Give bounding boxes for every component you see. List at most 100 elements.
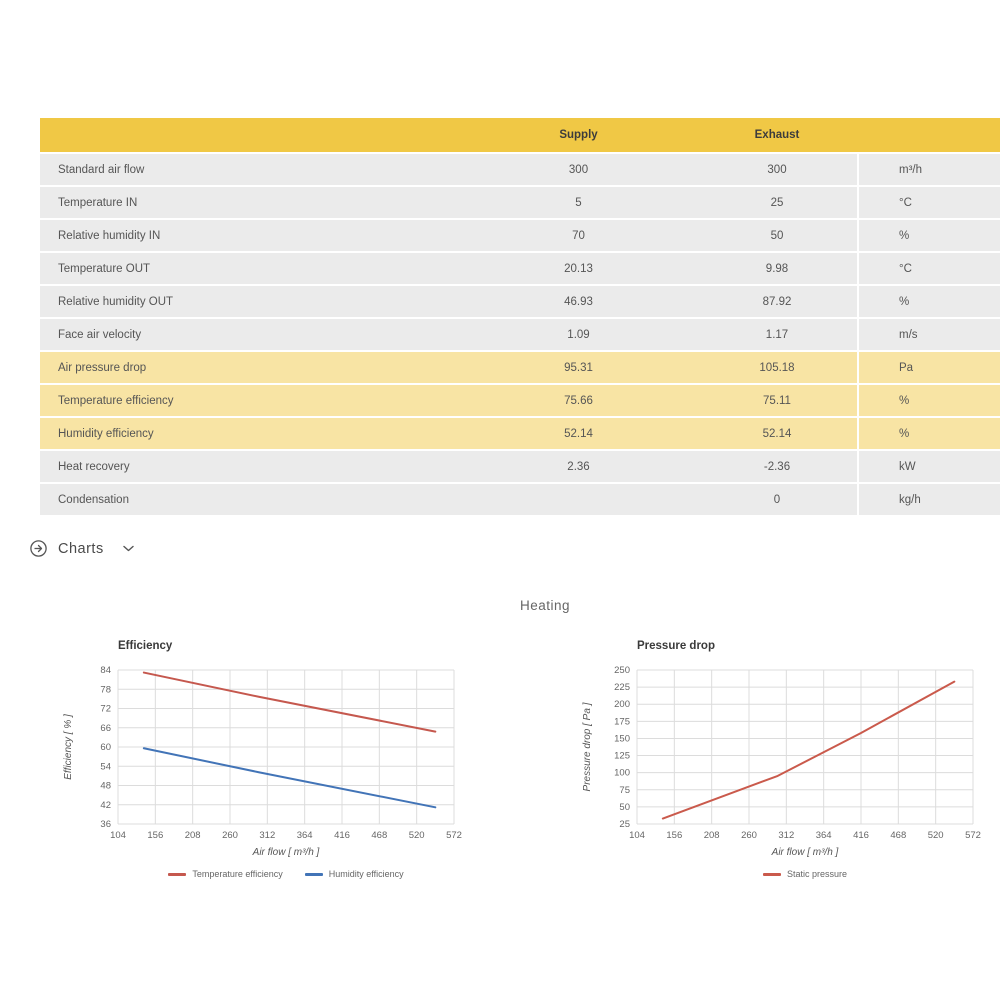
unit-value: %	[857, 220, 1000, 251]
svg-text:Efficiency [ % ]: Efficiency [ % ]	[63, 714, 74, 780]
svg-text:175: 175	[614, 716, 630, 727]
svg-text:364: 364	[297, 830, 313, 841]
svg-text:104: 104	[110, 830, 126, 841]
table-body: Standard air flow 300 300 m³/h Temperature I…	[40, 154, 1000, 515]
svg-text:48: 48	[100, 781, 111, 792]
row-label: Face air velocity	[58, 328, 142, 341]
svg-text:208: 208	[704, 830, 720, 841]
svg-text:54: 54	[100, 761, 111, 772]
chart-legend: Static pressure	[637, 869, 973, 879]
legend-line-swatch	[304, 872, 323, 876]
row-label: Relative humidity OUT	[58, 295, 174, 308]
chart-svg: 104 156 208 260 312 364 416 468 520 572 36 42 48 54 60…	[63, 665, 462, 858]
arrow-right-circle-icon	[30, 540, 47, 557]
svg-text:572: 572	[446, 830, 462, 841]
supply-value: 1.09	[567, 328, 590, 341]
exhaust-value: 105.18	[759, 361, 795, 374]
unit-value: %	[857, 418, 1000, 449]
table-row: Standard air flow 300 300 m³/h	[40, 154, 1000, 185]
svg-text:364: 364	[816, 830, 832, 841]
exhaust-value: 52.14	[762, 427, 792, 440]
table-row: Air pressure drop 95.31 105.18 Pa	[40, 352, 1000, 383]
table-row: Temperature OUT 20.13 9.98 °C	[40, 253, 1000, 284]
chart-title: Pressure drop	[637, 640, 715, 652]
svg-text:468: 468	[371, 830, 387, 841]
exhaust-value: 300	[767, 163, 787, 176]
row-label: Standard air flow	[58, 163, 145, 176]
unit-value: °C	[857, 187, 1000, 218]
svg-text:50: 50	[619, 802, 630, 813]
exhaust-value: 1.17	[765, 328, 789, 341]
chart-legend: Temperature efficiency Humidity efficienc…	[118, 869, 454, 879]
svg-text:150: 150	[614, 733, 630, 744]
supply-value: 20.13	[564, 262, 593, 275]
table-row: Heat recovery 2.36 -2.36 kW	[40, 451, 1000, 482]
supply-value: 46.93	[564, 295, 593, 308]
svg-text:66: 66	[100, 723, 111, 734]
svg-text:104: 104	[629, 830, 645, 841]
exhaust-value: 87.92	[762, 295, 792, 308]
svg-text:260: 260	[222, 830, 238, 841]
legend-label: Static pressure	[786, 869, 848, 879]
svg-text:25: 25	[619, 819, 630, 830]
pressure-drop-chart: Pressure drop 104 156 208 260 312 364 416 468 520…	[577, 640, 1000, 879]
supply-value: 5	[575, 196, 582, 209]
svg-text:Pressure drop [ Pa ]: Pressure drop [ Pa ]	[582, 702, 593, 791]
svg-text:72: 72	[100, 704, 111, 715]
table-row: Temperature IN 5 25 °C	[40, 187, 1000, 218]
legend-label: Humidity efficiency	[328, 869, 404, 879]
svg-text:78: 78	[100, 684, 111, 695]
svg-text:572: 572	[965, 830, 981, 841]
supply-value: 300	[568, 163, 589, 176]
exhaust-value: 75.11	[763, 394, 791, 407]
chevron-down-icon	[123, 545, 134, 552]
unit-value: %	[857, 385, 1000, 416]
legend-label: Temperature efficiency	[192, 869, 283, 879]
row-label: Humidity efficiency	[58, 427, 154, 440]
svg-text:520: 520	[928, 830, 944, 841]
svg-text:156: 156	[666, 830, 682, 841]
supply-value: 2.36	[567, 460, 590, 473]
unit-value: kg/h	[857, 484, 1000, 515]
svg-text:36: 36	[100, 819, 111, 830]
header-supply-column: Supply	[559, 129, 598, 141]
svg-text:260: 260	[741, 830, 757, 841]
svg-text:200: 200	[614, 699, 630, 710]
unit-value: kW	[857, 451, 1000, 482]
supply-value: 75.66	[564, 394, 593, 407]
legend-item: Temperature efficiency	[168, 869, 283, 879]
efficiency-chart: Efficiency 104 156 208 260 312 364 416 468 520 572…	[58, 640, 498, 879]
svg-text:Air flow [ m³/h ]: Air flow [ m³/h ]	[252, 847, 320, 858]
unit-value: Pa	[857, 352, 1000, 383]
row-label: Condensation	[58, 493, 129, 506]
table-row: Relative humidity OUT 46.93 87.92%	[40, 286, 1000, 317]
legend-item: Humidity efficiency	[304, 869, 404, 879]
charts-section-toggle[interactable]: Charts	[30, 540, 134, 557]
svg-text:75: 75	[619, 785, 630, 796]
svg-text:84: 84	[100, 665, 111, 676]
svg-text:100: 100	[614, 768, 630, 779]
row-label: Relative humidity IN	[58, 229, 161, 242]
svg-text:312: 312	[778, 830, 794, 841]
table-row: Condensation 0 kg/h	[40, 484, 1000, 515]
heating-title: Heating	[519, 598, 571, 613]
chart-title: Efficiency	[118, 640, 173, 652]
charts-section-label: Charts	[58, 540, 104, 557]
exhaust-value: 9.98	[765, 262, 789, 275]
svg-text:42: 42	[100, 800, 111, 811]
unit-value: m/s	[857, 319, 1000, 350]
exhaust-value: 50	[770, 229, 784, 242]
table-row: Relative humidity IN 70 50%	[40, 220, 1000, 251]
table-header-row: Supply Exhaust	[40, 118, 1000, 152]
unit-value: m³/h	[857, 154, 1000, 185]
legend-item: Static pressure	[762, 869, 848, 879]
table-row: Humidity efficiency 52.14 52.14%	[40, 418, 1000, 449]
supply-value: 52.14	[564, 427, 593, 440]
svg-text:416: 416	[334, 830, 350, 841]
svg-text:225: 225	[614, 682, 630, 693]
unit-value: %	[857, 286, 1000, 317]
row-label: Temperature OUT	[58, 262, 151, 275]
exhaust-value: 0	[773, 493, 781, 506]
supply-value: 95.31	[564, 361, 593, 374]
svg-text:208: 208	[185, 830, 201, 841]
